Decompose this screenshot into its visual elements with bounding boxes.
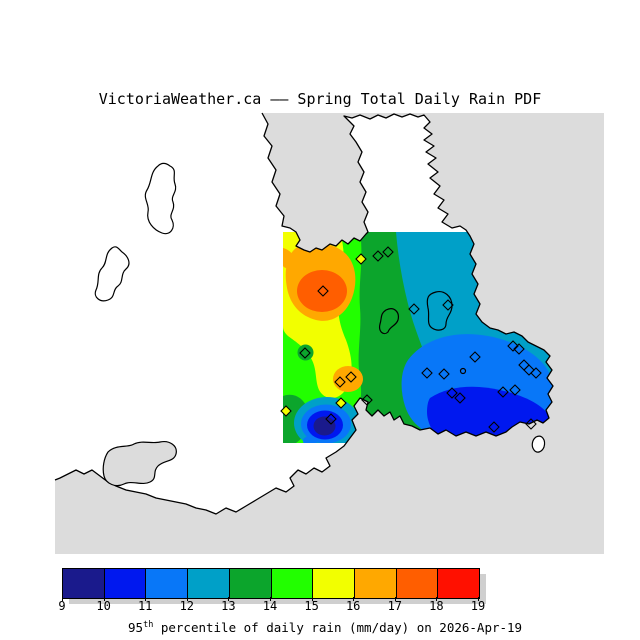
station-marker (525, 418, 537, 430)
tick-mark-16 (353, 597, 355, 601)
station-marker (523, 364, 535, 376)
caption-text: percentile of daily rain (mm/day) on 202… (153, 620, 523, 635)
station-marker (507, 340, 519, 352)
ocean-water (55, 113, 604, 554)
colorbar-segment-17 (395, 569, 438, 598)
lake-west-north (144, 162, 177, 235)
tick-mark-13 (228, 597, 230, 601)
station-marker (530, 367, 542, 379)
station-marker-filled (280, 405, 292, 417)
sooke-basin (102, 441, 177, 487)
tick-label-15: 15 (304, 599, 319, 613)
contour-spot-13-14 (297, 344, 314, 361)
plot-title: VictoriaWeather.ca —— Spring Total Daily… (98, 90, 542, 108)
station-marker-filled (355, 253, 367, 265)
tick-label-10: 10 (96, 599, 111, 613)
tick-mark-10 (103, 597, 105, 601)
station-marker (372, 250, 384, 262)
tick-mark-11 (145, 597, 147, 601)
coastline (54, 112, 554, 515)
station-marker (469, 351, 481, 363)
station-marker (446, 387, 458, 399)
tick-label-14: 14 (262, 599, 278, 613)
station-marker (488, 421, 500, 433)
tick-label-9: 9 (58, 599, 66, 613)
colorbar-segment-9 (63, 569, 104, 598)
contour-wedge-16-17-left-edge (283, 248, 294, 268)
tick-mark-12 (186, 597, 188, 601)
station-marker (317, 285, 329, 297)
lake-west-south (94, 246, 130, 302)
caption-superscript: th (143, 619, 154, 630)
colorbar-segment-16 (353, 569, 396, 598)
station-marker (513, 343, 525, 355)
tick-label-16: 16 (345, 599, 361, 613)
station-marker (421, 367, 433, 379)
station-marker (454, 392, 466, 404)
tick-mark-18 (436, 597, 438, 601)
colorbar-segment-10 (103, 569, 146, 598)
station-marker (345, 371, 357, 383)
contour-core-17-18 (297, 270, 347, 312)
tick-label-18: 18 (429, 599, 444, 613)
station-marker (334, 376, 346, 388)
station-marker (325, 413, 337, 425)
contour-spot-11-12-corner (303, 436, 317, 443)
caption-prefix: 95 (128, 620, 144, 635)
colorbar-segment-11 (145, 569, 188, 598)
station-marker-filled (335, 397, 347, 409)
tick-mark-9 (62, 597, 63, 601)
colorbar-segment-18 (437, 569, 480, 598)
colorbar-segment-12 (187, 569, 229, 598)
tick-mark-17 (394, 597, 396, 601)
tick-mark-15 (311, 597, 313, 601)
colorbar-tick-labels: 9 10 11 12 13 14 15 16 17 18 19 (58, 597, 485, 613)
station-marker (408, 303, 420, 315)
station-marker (497, 386, 509, 398)
station-marker (509, 384, 521, 396)
colorbar-segment-14 (270, 569, 313, 598)
colorbar (62, 568, 480, 599)
tick-mark-14 (270, 597, 271, 601)
station-marker (382, 246, 394, 258)
contour-core-9-10-minimum (313, 416, 336, 436)
tick-label-11: 11 (137, 599, 153, 613)
tick-label-17: 17 (387, 599, 403, 613)
station-marker (361, 394, 373, 406)
tick-mark-19 (478, 597, 479, 601)
station-markers (280, 246, 542, 433)
station-marker (299, 347, 311, 359)
tick-label-19: 19 (470, 599, 486, 613)
station-marker (438, 368, 450, 380)
colorbar-segment-15 (312, 569, 354, 598)
colorbar-segment-13 (228, 569, 271, 598)
langford-lake (379, 308, 399, 335)
colorbar-caption: 95th percentile of daily rain (mm/day) o… (10, 607, 610, 640)
trial-island (531, 435, 546, 453)
station-marker (442, 299, 454, 311)
tick-label-12: 12 (179, 599, 195, 613)
small-pond (459, 367, 467, 375)
tick-label-13: 13 (221, 599, 236, 613)
